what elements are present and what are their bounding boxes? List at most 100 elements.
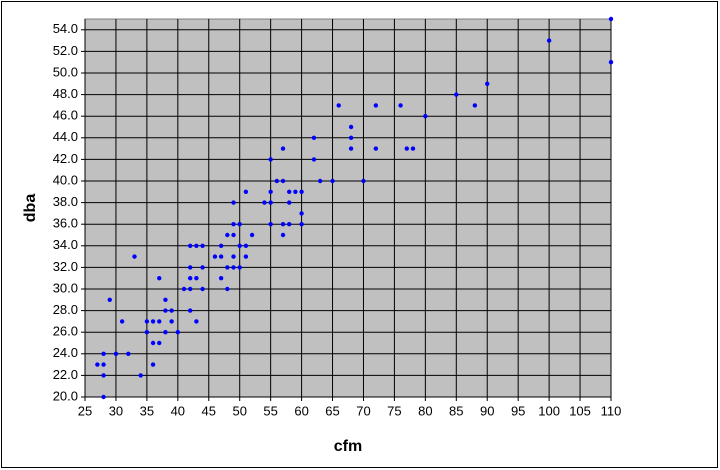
point [218,254,224,259]
point [107,297,112,302]
point [169,319,174,324]
point [231,254,236,259]
point [268,189,273,194]
x-tick-label: 105 [569,403,591,418]
point [454,92,459,97]
point [410,146,416,151]
point [150,340,156,346]
point [608,16,614,22]
point [262,200,267,205]
point [132,254,137,259]
x-tick-label: 110 [601,403,622,418]
x-tick-label: 95 [511,403,525,418]
point [243,254,249,259]
y-tick-label: 42.0 [53,151,78,166]
point [237,243,242,248]
point [287,222,292,227]
y-tick-label: 34.0 [53,237,78,252]
point [311,157,317,162]
y-tick-label: 22.0 [53,367,78,382]
point [472,103,478,108]
y-tick-label: 32.0 [53,259,78,274]
point [373,103,379,108]
y-tick-label: 54.0 [53,21,78,36]
y-axis-title: dba [22,194,39,223]
point [268,157,273,162]
x-tick-label: 80 [418,403,432,418]
point [157,340,162,346]
point [95,362,100,367]
point [404,146,409,151]
point [200,265,205,270]
y-tick-label: 28.0 [53,302,78,317]
y-tick-label: 48.0 [53,86,78,101]
point [398,103,403,108]
point [101,351,106,356]
point [138,373,143,378]
point [336,103,341,108]
x-tick-label: 75 [387,403,401,418]
point [150,362,156,367]
point [361,178,366,184]
point [181,286,187,292]
point [280,222,286,227]
point [157,276,162,281]
x-tick-label: 30 [109,403,123,418]
point [243,243,249,248]
point [163,297,168,302]
point [150,319,156,324]
point [188,308,193,313]
point [144,319,150,324]
x-tick-label: 40 [171,403,185,418]
y-tick-label: 50.0 [53,64,78,79]
point [144,330,150,335]
y-tick-label: 38.0 [53,194,78,209]
point [546,38,552,43]
y-tick-label: 24.0 [53,345,78,360]
point [243,189,249,194]
point [299,189,304,194]
point [423,114,428,119]
point [287,189,292,194]
point [274,178,280,184]
point [163,308,168,313]
y-tick-label: 40.0 [53,172,78,187]
point [163,330,168,335]
point [188,265,193,270]
point [101,373,106,378]
point [330,178,335,184]
point [299,211,304,216]
point [237,222,242,227]
point [126,351,131,356]
x-tick-label: 55 [263,403,277,418]
point [280,146,286,151]
point [317,178,323,184]
point [608,60,614,65]
point [101,394,106,400]
point [287,200,292,205]
point [194,276,199,281]
point [101,362,106,367]
point [280,232,286,238]
point [169,308,174,313]
point [113,351,119,356]
point [280,178,286,184]
point [194,243,199,248]
plot-area [84,18,612,398]
point [231,200,236,205]
x-tick-label: 60 [294,403,308,418]
point [231,265,236,270]
point [373,146,379,151]
point [249,232,255,238]
point [218,276,224,281]
x-tick-label: 70 [356,403,370,418]
point [188,276,193,281]
point [212,254,218,259]
point [299,222,304,227]
point [231,232,236,238]
y-tick-label: 52.0 [53,43,78,58]
x-tick-label: 50 [232,403,246,418]
point [225,232,230,238]
x-tick-label: 85 [449,403,463,418]
